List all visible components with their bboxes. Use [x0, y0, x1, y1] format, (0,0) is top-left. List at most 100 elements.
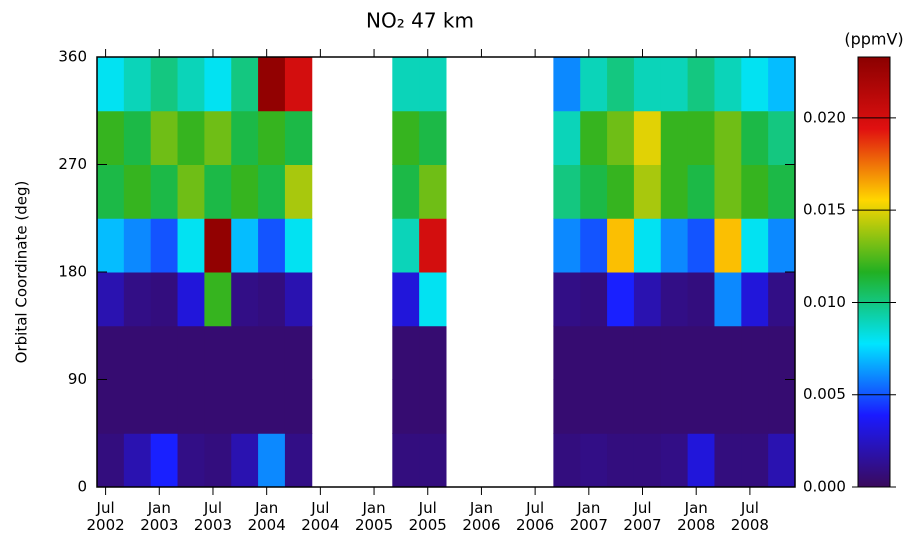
heatmap-cell — [741, 57, 769, 112]
heatmap-cell — [714, 379, 742, 434]
heatmap-cell — [177, 272, 205, 327]
heatmap-cell — [741, 433, 769, 488]
heatmap-cell — [284, 272, 313, 327]
heatmap-cell — [392, 379, 420, 434]
x-tick-label: Jan 2004 — [247, 499, 286, 534]
x-tick-label: Jan 2008 — [677, 499, 716, 534]
heatmap-cell — [714, 218, 742, 273]
heatmap-cell — [633, 272, 662, 327]
x-tick-label: Jul 2002 — [86, 499, 125, 534]
heatmap-cell — [204, 325, 232, 380]
heatmap-cell — [607, 325, 635, 380]
heatmap-cell — [97, 272, 125, 327]
heatmap-cell — [231, 433, 259, 488]
heatmap-cell — [123, 57, 152, 112]
heatmap-cell — [607, 164, 635, 219]
heatmap-cell — [204, 57, 232, 112]
heatmap-cell — [204, 164, 232, 219]
heatmap-cell — [687, 325, 715, 380]
heatmap-cell — [97, 325, 125, 380]
heatmap-cell — [392, 110, 420, 165]
heatmap-cell — [660, 272, 689, 327]
heatmap-cell — [150, 433, 179, 488]
heatmap-cell — [258, 272, 286, 327]
colorbar-label: (ppmV) — [844, 30, 903, 49]
y-tick-label: 360 — [58, 48, 87, 66]
heatmap-cell — [741, 272, 769, 327]
heatmap-cell — [660, 218, 689, 273]
heatmap-cell — [177, 218, 205, 273]
heatmap-cell — [177, 57, 205, 112]
heatmap-cell — [553, 218, 581, 273]
heatmap-cell — [204, 379, 232, 434]
heatmap-cell — [768, 433, 796, 488]
heatmap-cell — [553, 164, 581, 219]
heatmap-cell — [714, 164, 742, 219]
heatmap-cell — [204, 433, 232, 488]
heatmap-cell — [633, 433, 662, 488]
heatmap-cell — [123, 379, 152, 434]
heatmap-cell — [660, 57, 689, 112]
heatmap-cell — [392, 272, 420, 327]
heatmap-cell — [741, 325, 769, 380]
heatmap-cell — [687, 218, 715, 273]
heatmap-cell — [258, 57, 286, 112]
heatmap-cell — [284, 110, 313, 165]
heatmap-cell — [687, 57, 715, 112]
heatmap-cell — [150, 57, 179, 112]
heatmap-cell — [553, 433, 581, 488]
x-tick-label: Jul 2007 — [623, 499, 662, 534]
heatmap-cell — [177, 110, 205, 165]
heatmap-cell — [177, 325, 205, 380]
heatmap-cell — [633, 164, 662, 219]
heatmap-cell — [231, 325, 259, 380]
heatmap-cell — [284, 379, 313, 434]
heatmap-cell — [768, 57, 796, 112]
heatmap-cell — [284, 433, 313, 488]
heatmap-cell — [660, 325, 689, 380]
heatmap-cell — [123, 325, 152, 380]
heatmap-cell — [580, 110, 608, 165]
heatmap-cell — [392, 164, 420, 219]
heatmap-cell — [768, 325, 796, 380]
heatmap-cell — [687, 433, 715, 488]
heatmap-cell — [553, 110, 581, 165]
heatmap-cell — [392, 218, 420, 273]
heatmap-cell — [177, 379, 205, 434]
heatmap-cell — [687, 110, 715, 165]
colorbar-tick-label: 0.010 — [803, 293, 846, 311]
heatmap-cell — [633, 325, 662, 380]
heatmap-cell — [633, 110, 662, 165]
heatmap-cell — [258, 110, 286, 165]
heatmap-cell — [284, 164, 313, 219]
heatmap-cell — [231, 57, 259, 112]
heatmap-cell — [714, 433, 742, 488]
y-tick-label: 90 — [68, 370, 87, 388]
heatmap-cell — [660, 110, 689, 165]
heatmap-cell — [419, 110, 447, 165]
colorbar — [857, 56, 891, 488]
heatmap-cell — [714, 110, 742, 165]
heatmap-cell — [419, 272, 447, 327]
heatmap-cell — [607, 379, 635, 434]
heatmap-cell — [177, 164, 205, 219]
heatmap-cell — [123, 272, 152, 327]
x-tick-label: Jul 2003 — [193, 499, 233, 534]
heatmap-cell — [580, 272, 608, 327]
heatmap-cell — [97, 433, 125, 488]
heatmap-cell — [419, 164, 447, 219]
heatmap-cell — [284, 57, 313, 112]
heatmap-cell — [150, 218, 179, 273]
heatmap-cell — [660, 379, 689, 434]
colorbar-tick-label: 0.015 — [803, 201, 846, 219]
heatmap-cell — [258, 379, 286, 434]
heatmap-cell — [714, 272, 742, 327]
heatmap-cell — [97, 57, 125, 112]
heatmap-cell — [768, 110, 796, 165]
heatmap-cell — [392, 325, 420, 380]
heatmap-cell — [123, 218, 152, 273]
heatmap-cell — [97, 110, 125, 165]
y-tick-label: 0 — [77, 478, 87, 496]
heatmap-cell — [607, 272, 635, 327]
